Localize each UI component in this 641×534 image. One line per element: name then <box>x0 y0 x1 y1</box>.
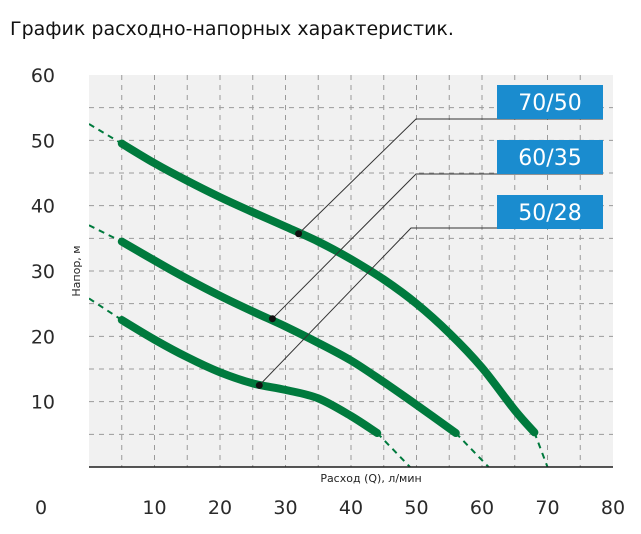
series-curve-70/50 <box>117 139 539 437</box>
legend-badge-label: 60/35 <box>518 146 581 171</box>
series-extrapolation-50/28 <box>376 432 411 467</box>
legend-badge-label: 70/50 <box>518 91 581 116</box>
series-marker-50/28 <box>255 381 263 389</box>
y-axis-label: Напор, м <box>70 245 83 296</box>
x-tick-label: 30 <box>273 497 297 519</box>
series-curve-60/35 <box>117 237 460 437</box>
x-tick-label: 20 <box>208 497 232 519</box>
x-tick-label: 40 <box>339 497 363 519</box>
legend-badges: 70/50 60/35 50/28 <box>497 85 603 229</box>
legend-badge-70/50 <box>497 85 603 119</box>
x-tick-label: 60 <box>470 497 494 519</box>
grid <box>89 75 613 467</box>
extrapolation-lines <box>89 123 549 467</box>
x-tick-label: 10 <box>142 497 166 519</box>
legend-badge-50/28 <box>497 195 603 229</box>
series-curves <box>117 139 539 437</box>
x-tick-label: 80 <box>601 497 625 519</box>
legend-badge-60/35 <box>497 140 603 174</box>
x-axis-label: Расход (Q), л/мин <box>320 472 421 485</box>
y-tick-label: 10 <box>31 392 55 414</box>
x-tick-label: 0 <box>35 497 47 519</box>
series-extrapolation-60/35 <box>455 432 490 467</box>
y-axis-ticks: 10 20 30 40 50 60 <box>31 65 55 414</box>
y-tick-label: 30 <box>31 261 55 283</box>
legend-badge-label: 50/28 <box>518 201 581 226</box>
y-tick-label: 20 <box>31 326 55 348</box>
x-tick-label: 70 <box>535 497 559 519</box>
series-marker-70/50 <box>295 230 303 238</box>
series-curve-50/28 <box>117 316 382 437</box>
series-marker-60/35 <box>268 315 276 323</box>
chart-title: График расходно-напорных характеристик. <box>10 18 454 40</box>
y-tick-label: 60 <box>31 65 55 87</box>
y-tick-label: 40 <box>31 196 55 218</box>
x-tick-label: 50 <box>404 497 428 519</box>
x-axis-ticks: 0 10 20 30 40 50 60 70 80 <box>35 497 625 519</box>
y-tick-label: 50 <box>31 130 55 152</box>
